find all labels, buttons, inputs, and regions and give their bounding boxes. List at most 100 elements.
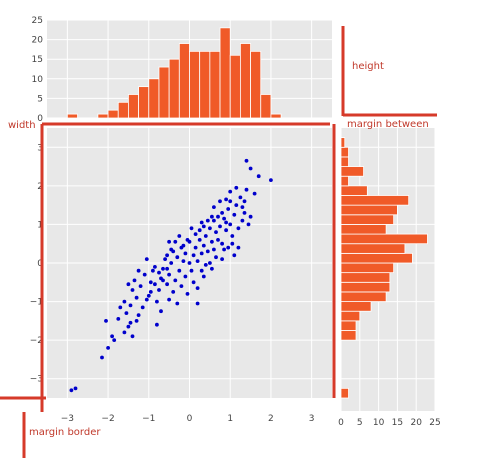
scatter-point: [122, 330, 127, 335]
scatter-point: [224, 220, 229, 225]
scatter-y-tick-label: −1: [30, 298, 43, 308]
scatter-x-tick-label: 3: [309, 414, 315, 424]
annotation-lines: [0, 26, 437, 458]
scatter-point: [165, 282, 170, 287]
scatter-point: [242, 199, 247, 204]
scatter-y-tick-label: −3: [30, 375, 43, 385]
scatter-point: [165, 266, 170, 271]
scatter-point: [126, 324, 131, 329]
scatter-point: [136, 313, 141, 317]
top-histogram-bar: [229, 54, 241, 119]
right-histogram-bar: [340, 387, 349, 399]
top-histogram-bar: [260, 94, 272, 119]
right-histogram-x-tick-label: 15: [392, 418, 403, 428]
top-histogram-bar: [219, 27, 231, 119]
scatter-point: [214, 255, 218, 260]
scatter-point: [173, 239, 178, 244]
scatter-point: [208, 226, 212, 231]
scatter-point: [167, 297, 172, 302]
scatter-x-tick-label: 0: [187, 414, 193, 424]
scatter-point: [244, 187, 249, 192]
scatter-point: [151, 268, 155, 273]
right-histogram-bar: [340, 224, 387, 235]
scatter-point: [140, 305, 145, 310]
scatter-point: [222, 247, 227, 252]
scatter-point: [203, 263, 208, 267]
scatter-point: [163, 257, 168, 261]
scatter-point: [212, 205, 216, 210]
scatter-point: [116, 317, 121, 321]
scatter-point: [159, 309, 163, 314]
scatter-point: [171, 290, 176, 294]
scatter-point: [148, 290, 153, 294]
top-histogram-y-tick-labels: 0 5 10 15 20 25: [32, 16, 44, 124]
scatter-point: [191, 280, 196, 285]
scatter-point: [175, 301, 180, 306]
scatter-point: [220, 241, 225, 246]
top-histogram-bar: [128, 94, 140, 119]
top-histogram-bar: [199, 50, 211, 119]
annotation-height-label: height: [352, 61, 384, 72]
scatter-point: [148, 280, 153, 285]
scatter-point: [195, 301, 200, 306]
scatter-y-tick-label: 0: [37, 259, 43, 269]
top-histogram-bars: [66, 27, 282, 119]
scatter-point: [132, 278, 137, 283]
top-histogram-bar: [209, 50, 221, 119]
scatter-point: [224, 228, 229, 233]
scatter-point: [205, 249, 210, 254]
scatter-point: [216, 214, 220, 219]
scatter-point: [122, 299, 127, 304]
scatter-point: [134, 319, 139, 323]
scatter-point: [134, 295, 139, 300]
right-histogram-bar: [340, 291, 387, 302]
right-histogram-x-tick-label: 20: [410, 418, 422, 428]
right-histogram-bar: [340, 204, 398, 216]
scatter-point: [183, 251, 188, 256]
top-histogram-bar: [158, 66, 170, 119]
scatter-point: [236, 226, 241, 231]
scatter-point: [228, 222, 233, 227]
top-histogram-y-tick-label: 25: [32, 16, 43, 26]
scatter-point: [220, 211, 225, 215]
scatter-point: [244, 158, 249, 163]
right-histogram-bar: [340, 156, 349, 167]
scatter-point: [193, 232, 198, 237]
scatter-y-tick-label: 1: [37, 220, 43, 230]
scatter-point: [210, 239, 214, 244]
right-histogram-x-tick-label: 0: [338, 418, 344, 428]
scatter-grid: [47, 128, 332, 398]
scatter-point: [197, 238, 202, 242]
scatter-point: [169, 261, 174, 265]
scatter-y-tick-labels: −3 −2 −1 0 1 2 3: [30, 143, 44, 384]
scatter-x-tick-label: −2: [101, 414, 114, 424]
top-histogram-bar: [97, 113, 109, 119]
right-histogram-bar: [340, 166, 364, 177]
scatter-x-tick-label: 1: [227, 414, 233, 424]
top-histogram-bar: [178, 43, 190, 119]
scatter-point: [203, 234, 208, 238]
scatter-point: [118, 305, 123, 310]
scatter-point: [155, 322, 159, 327]
scatter-point: [201, 224, 206, 229]
right-histogram-bar: [340, 243, 406, 254]
scatter-y-tick-label: 2: [37, 182, 43, 192]
scatter-point: [199, 268, 204, 273]
right-histogram-bar: [340, 252, 413, 264]
scatter-point: [230, 234, 235, 238]
scatter-point: [218, 199, 222, 204]
scatter-point: [189, 268, 194, 273]
right-histogram-bar: [340, 146, 349, 158]
scatter-point: [165, 253, 170, 258]
scatter-x-tick-label: −3: [61, 414, 74, 424]
scatter-point: [167, 272, 172, 277]
right-histogram-bar: [340, 330, 357, 341]
scatter-x-tick-labels: −3 −2 −1 0 1 2 3: [61, 414, 315, 424]
scatter-point: [242, 211, 247, 215]
annotation-margin-between-label: margin between: [347, 119, 429, 130]
scatter-point: [205, 218, 210, 223]
scatter-point: [173, 278, 178, 283]
top-histogram-bar: [66, 113, 78, 119]
scatter-point: [240, 218, 245, 223]
